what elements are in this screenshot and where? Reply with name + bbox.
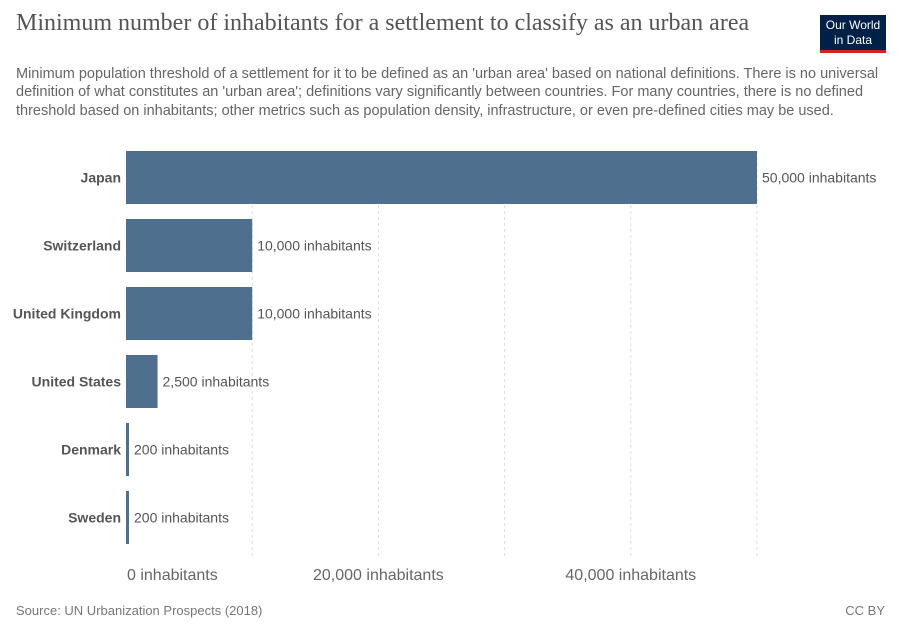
data-label: 10,000 inhabitants — [257, 306, 371, 322]
category-label: United States — [32, 374, 122, 390]
source-note[interactable]: Source: UN Urbanization Prospects (2018) — [16, 603, 263, 618]
x-tick-label: 20,000 inhabitants — [313, 567, 444, 584]
x-tick-label: 40,000 inhabitants — [565, 567, 696, 584]
data-label: 200 inhabitants — [134, 442, 229, 458]
bar — [126, 491, 129, 544]
license-label[interactable]: CC BY — [845, 603, 885, 618]
bar — [126, 423, 129, 476]
value-labels: 50,000 inhabitants 10,000 inhabitants 10,0… — [134, 170, 876, 526]
category-label: United Kingdom — [13, 306, 121, 322]
bar — [126, 287, 253, 340]
x-tick-label: 0 inhabitants — [127, 567, 218, 584]
category-label: Switzerland — [43, 238, 121, 254]
gridlines — [251, 151, 758, 557]
logo-line-1: Our World — [825, 18, 881, 32]
x-axis-ticks: 0 inhabitants 20,000 inhabitants 40,000 in… — [127, 567, 696, 584]
category-label: Japan — [81, 170, 121, 186]
bar — [126, 355, 158, 408]
bar — [126, 151, 757, 204]
data-label: 200 inhabitants — [134, 510, 229, 526]
logo-line-2: in Data — [833, 33, 873, 47]
category-label: Denmark — [61, 442, 121, 458]
data-label: 2,500 inhabitants — [163, 374, 270, 390]
bar — [126, 219, 253, 272]
chart-subtitle: Minimum population threshold of a settle… — [16, 66, 879, 119]
category-labels: Japan Switzerland United Kingdom United Sta… — [13, 170, 121, 526]
data-label: 50,000 inhabitants — [762, 170, 876, 186]
owid-logo[interactable]: Our World in Data — [820, 15, 886, 53]
bars — [126, 151, 757, 544]
chart-title: Minimum number of inhabitants for a sett… — [16, 10, 750, 36]
category-label: Sweden — [68, 510, 121, 526]
data-label: 10,000 inhabitants — [257, 238, 371, 254]
